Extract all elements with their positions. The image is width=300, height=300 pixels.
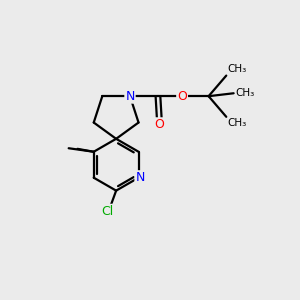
Text: Cl: Cl — [101, 205, 113, 218]
Text: CH₃: CH₃ — [235, 88, 254, 98]
Text: O: O — [177, 90, 187, 103]
Text: CH₃: CH₃ — [228, 118, 247, 128]
Text: O: O — [154, 118, 164, 131]
Text: N: N — [135, 171, 145, 184]
Text: N: N — [125, 90, 135, 103]
Text: CH₃: CH₃ — [228, 64, 247, 74]
